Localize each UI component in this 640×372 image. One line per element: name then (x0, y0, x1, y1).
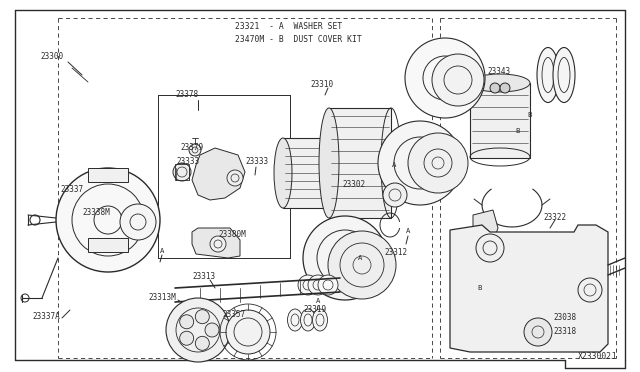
Circle shape (180, 331, 194, 345)
Circle shape (524, 318, 552, 346)
Circle shape (226, 310, 270, 354)
Text: A: A (358, 255, 362, 261)
Text: 23319: 23319 (303, 305, 326, 314)
Circle shape (328, 231, 396, 299)
Circle shape (120, 204, 156, 240)
Circle shape (180, 315, 194, 329)
Text: A: A (406, 228, 410, 234)
Circle shape (195, 310, 209, 324)
Text: 23321  - A  WASHER SET: 23321 - A WASHER SET (235, 22, 342, 31)
Circle shape (405, 38, 485, 118)
Circle shape (383, 183, 407, 207)
Text: 23343: 23343 (487, 67, 510, 76)
Polygon shape (192, 228, 240, 258)
Text: A: A (160, 248, 164, 254)
Text: 23313M: 23313M (148, 293, 176, 302)
Text: A: A (316, 298, 320, 304)
Text: 23310: 23310 (310, 80, 333, 89)
Bar (88, 238, 128, 252)
Text: B: B (528, 112, 532, 118)
Text: 23313: 23313 (192, 272, 215, 281)
Circle shape (166, 298, 230, 362)
Bar (329, 108, 391, 218)
Bar (175, 164, 189, 180)
Circle shape (378, 121, 462, 205)
Text: 23322: 23322 (543, 213, 566, 222)
Text: 23357: 23357 (222, 310, 245, 319)
Text: B: B (516, 128, 520, 134)
Ellipse shape (319, 108, 339, 218)
Polygon shape (450, 225, 608, 352)
Text: 23333: 23333 (245, 157, 268, 166)
Text: 23038: 23038 (553, 313, 576, 322)
Circle shape (227, 170, 243, 186)
Text: 23337: 23337 (60, 185, 83, 194)
Text: 23470M - B  DUST COVER KIT: 23470M - B DUST COVER KIT (235, 35, 362, 44)
Text: 23318: 23318 (553, 327, 576, 336)
Text: 23338M: 23338M (82, 208, 109, 217)
Text: 23302: 23302 (342, 180, 365, 189)
Text: 23378: 23378 (175, 90, 198, 99)
Circle shape (56, 168, 160, 272)
Text: 23380M: 23380M (218, 230, 246, 239)
Ellipse shape (553, 48, 575, 103)
Circle shape (189, 144, 201, 156)
Circle shape (308, 275, 328, 295)
Text: 23312: 23312 (384, 248, 407, 257)
Circle shape (500, 83, 510, 93)
Circle shape (318, 275, 338, 295)
Bar (470, 83, 530, 158)
Circle shape (210, 236, 226, 252)
Text: 23300: 23300 (40, 52, 63, 61)
Circle shape (173, 163, 191, 181)
Circle shape (432, 54, 484, 106)
Ellipse shape (312, 309, 328, 331)
Text: B: B (478, 285, 482, 291)
Ellipse shape (274, 138, 292, 208)
Ellipse shape (287, 309, 303, 331)
Circle shape (408, 133, 468, 193)
Circle shape (490, 83, 500, 93)
Circle shape (303, 216, 387, 300)
Circle shape (195, 336, 209, 350)
Ellipse shape (537, 48, 559, 103)
Bar (88, 168, 128, 182)
Bar (283, 138, 338, 208)
Text: 23333: 23333 (176, 157, 199, 166)
Circle shape (298, 275, 318, 295)
Text: 23379: 23379 (180, 143, 203, 152)
Text: 23337A: 23337A (32, 312, 60, 321)
Ellipse shape (470, 74, 530, 92)
Circle shape (205, 323, 219, 337)
Polygon shape (473, 210, 498, 250)
Text: X233002J: X233002J (578, 352, 617, 361)
Polygon shape (192, 148, 245, 200)
Text: A: A (392, 162, 396, 168)
Ellipse shape (301, 309, 316, 331)
